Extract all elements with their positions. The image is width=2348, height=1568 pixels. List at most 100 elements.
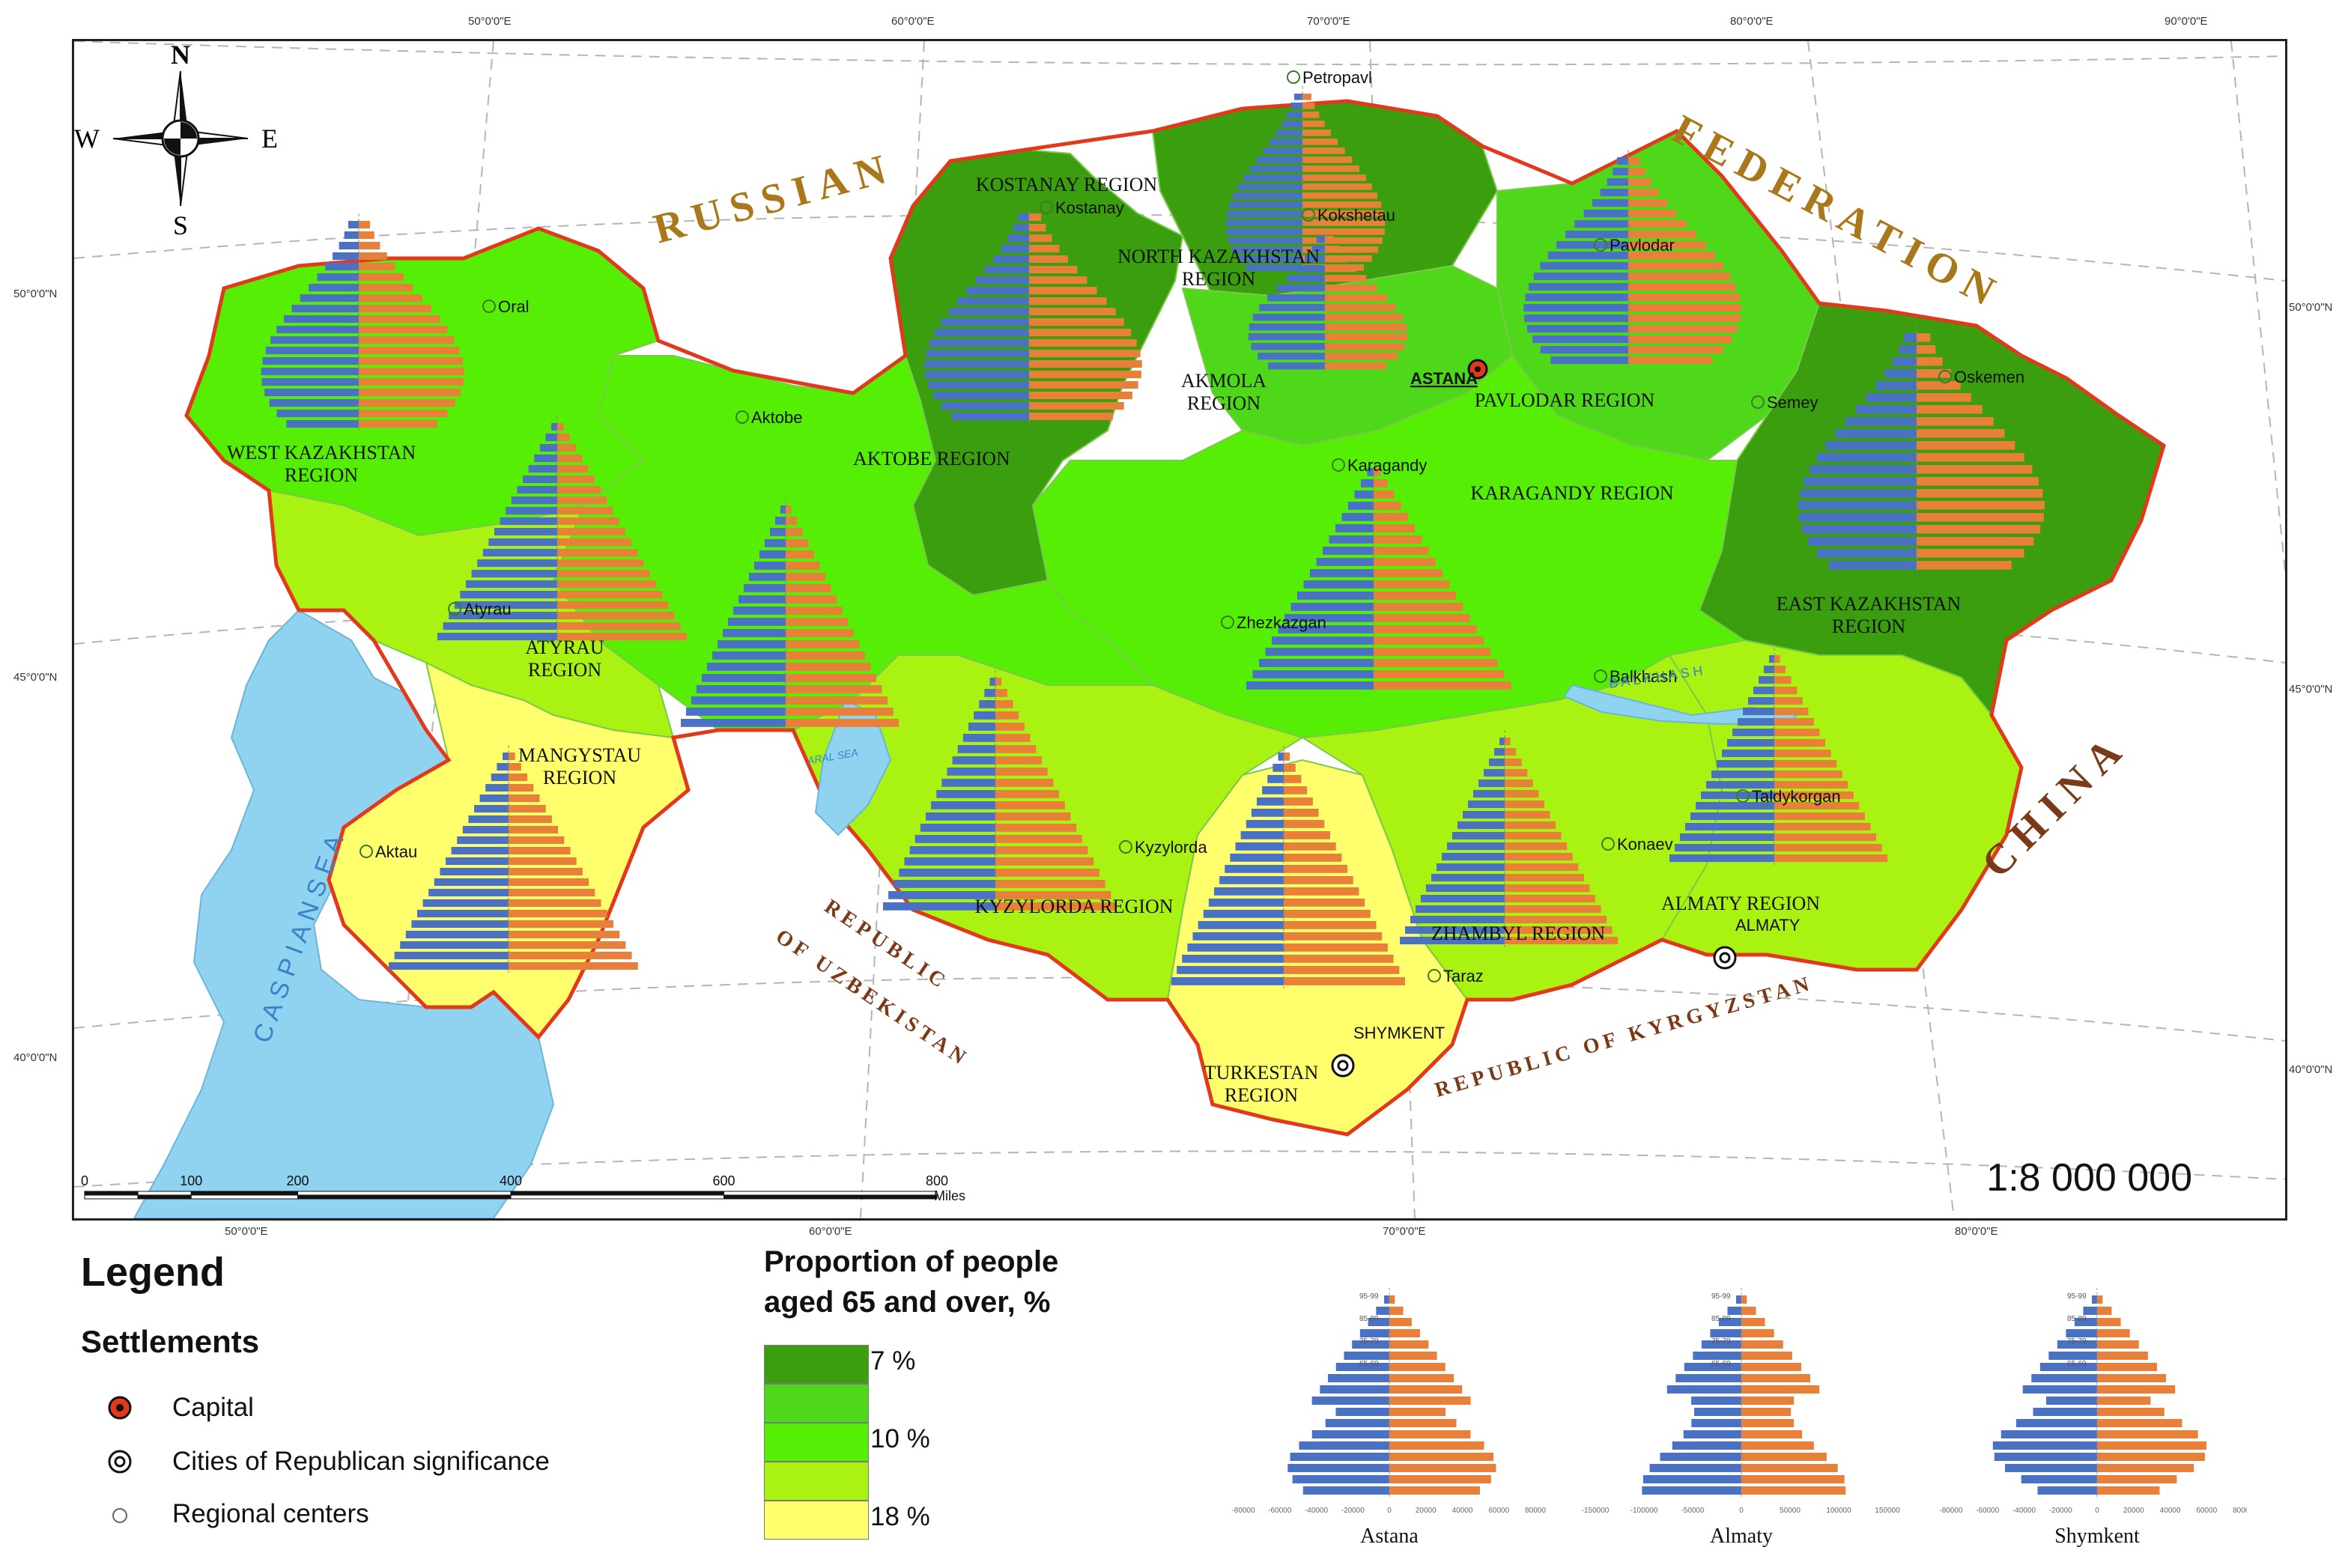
compass-n: N <box>171 41 190 70</box>
female-bar <box>557 444 577 452</box>
female-bar <box>1325 294 1387 302</box>
city-oral[interactable]: Oral <box>482 297 530 316</box>
female-bar <box>1628 356 1712 365</box>
male-bar <box>733 607 786 615</box>
female-bar <box>359 420 437 428</box>
male-bar <box>1290 1453 1389 1461</box>
city-konaev[interactable]: Konaev <box>1601 835 1673 854</box>
city-shymkent[interactable]: SHYMKENT <box>1331 1024 1445 1078</box>
city-kostanay[interactable]: Kostanay <box>1040 198 1124 217</box>
female-bar <box>995 801 1065 809</box>
regional-center-marker-icon <box>360 845 373 858</box>
male-bar <box>926 350 1029 358</box>
male-bar <box>2000 1430 2097 1438</box>
compass-w: W <box>74 124 100 154</box>
city-label: Kokshetau <box>1317 206 1395 225</box>
female-bar <box>995 812 1071 821</box>
male-bar <box>1278 625 1374 633</box>
female-bar <box>1325 314 1403 321</box>
city-oskemen[interactable]: Oskemen <box>1938 368 2024 386</box>
female-bar <box>786 562 820 570</box>
male-bar <box>702 674 786 682</box>
city-taldykorgan[interactable]: Taldykorgan <box>1736 787 1841 806</box>
city-balkhash[interactable]: Balkhash <box>1594 667 1678 686</box>
city-taraz[interactable]: Taraz <box>1428 967 1484 985</box>
female-bar <box>995 734 1031 742</box>
male-bar <box>1325 1419 1389 1427</box>
city-aktau[interactable]: Aktau <box>360 842 417 861</box>
female-bar <box>557 507 613 515</box>
female-bar <box>1029 381 1138 389</box>
female-bar <box>1389 1464 1496 1472</box>
city-kyzylorda[interactable]: Kyzylorda <box>1119 838 1207 857</box>
male-bar <box>1233 192 1302 199</box>
city-pavlodar[interactable]: Pavlodar <box>1594 236 1675 255</box>
female-bar <box>1374 603 1463 611</box>
male-bar <box>1296 265 1325 273</box>
male-bar <box>1248 333 1325 341</box>
male-bar <box>1669 854 1774 863</box>
male-bar <box>974 711 995 720</box>
regional-center-marker-icon <box>1040 201 1053 214</box>
female-bar <box>1389 1475 1491 1483</box>
male-bar <box>339 242 359 250</box>
female-bar <box>1389 1363 1445 1371</box>
female-bar <box>1374 468 1381 476</box>
female-bar <box>2097 1374 2167 1382</box>
male-bar <box>1187 943 1284 952</box>
city-astana[interactable]: ASTANA <box>1410 359 1488 388</box>
scale-ratio: 1:8 000 000 <box>1986 1156 2192 1200</box>
male-bar <box>952 756 995 765</box>
female-bar <box>1374 490 1395 499</box>
longitude-label-top: 50°0'0"E <box>468 15 512 28</box>
male-bar <box>765 539 786 547</box>
city-petropavl[interactable]: Petropavl <box>1287 68 1372 87</box>
female-bar <box>1774 750 1831 758</box>
city-atyrau[interactable]: Atyrau <box>448 600 512 619</box>
female-bar <box>1917 513 2044 522</box>
age-label: 85-89 <box>1359 1315 1379 1323</box>
male-bar <box>1525 294 1628 302</box>
female-bar <box>1284 977 1405 985</box>
female-bar <box>1029 297 1107 306</box>
male-bar <box>1262 786 1284 794</box>
male-bar <box>283 315 359 323</box>
pyramid-almaty <box>1669 648 1888 865</box>
female-bar <box>1628 346 1723 354</box>
male-bar <box>1753 687 1774 695</box>
female-bar <box>1628 241 1706 249</box>
label-russia: RUSSIAN <box>649 144 900 252</box>
male-bar <box>462 826 509 834</box>
male-bar <box>474 805 509 813</box>
male-bar <box>1252 314 1325 321</box>
female-bar <box>1302 192 1377 199</box>
female-bar <box>1774 708 1809 716</box>
city-almaty[interactable]: ALMATY <box>1713 916 1801 970</box>
female-bar <box>1741 1419 1795 1427</box>
city-kokshetau[interactable]: Kokshetau <box>1302 206 1395 225</box>
city-karagandy[interactable]: Karagandy <box>1332 456 1427 475</box>
male-bar <box>936 790 995 798</box>
city-aktobe[interactable]: Aktobe <box>735 408 803 427</box>
latitude-label-left: 45°0'0"N <box>13 671 58 684</box>
city-semey[interactable]: Semey <box>1751 393 1818 412</box>
female-bar <box>1917 369 1951 378</box>
city-zhezkazgan[interactable]: Zhezkazgan <box>1221 613 1326 632</box>
female-bar <box>1505 759 1522 767</box>
male-bar <box>1335 1363 1389 1371</box>
female-bar <box>509 794 540 803</box>
male-bar <box>494 528 557 536</box>
male-bar <box>261 378 359 386</box>
male-bar <box>1284 614 1374 622</box>
male-bar <box>261 368 359 376</box>
female-bar <box>1741 1329 1774 1337</box>
female-bar <box>1628 283 1736 291</box>
female-bar <box>786 595 837 604</box>
region-label-sub: REGION <box>528 659 601 681</box>
female-bar <box>1505 748 1517 756</box>
female-bar <box>995 756 1042 765</box>
male-bar <box>931 801 995 809</box>
male-bar <box>309 284 359 292</box>
male-bar <box>1368 1318 1389 1326</box>
male-bar <box>1208 899 1284 907</box>
